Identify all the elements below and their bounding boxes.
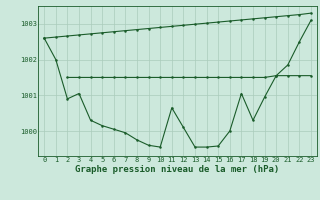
X-axis label: Graphe pression niveau de la mer (hPa): Graphe pression niveau de la mer (hPa) [76, 165, 280, 174]
